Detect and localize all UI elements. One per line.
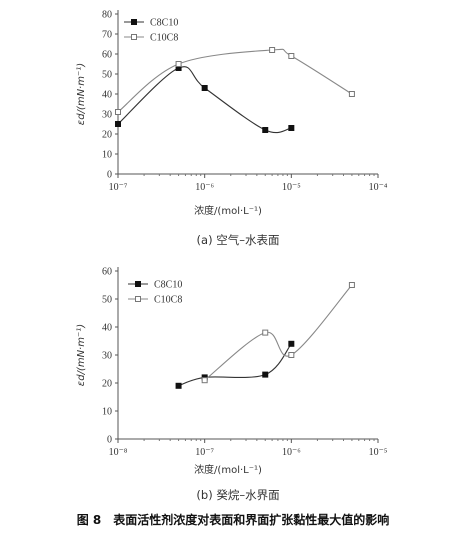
legend-label: C8C10 xyxy=(150,18,178,29)
data-point-c8c10 xyxy=(288,340,295,347)
data-point-c8c10 xyxy=(115,121,121,127)
x-axis-label: 浓度/(mol·L⁻¹) xyxy=(194,463,262,476)
y-tick-label: 0 xyxy=(107,170,112,181)
y-axis-label: εd/(mN·m⁻¹) xyxy=(76,324,87,386)
x-tick-label: 10⁻⁷ xyxy=(109,182,128,193)
legend-label: C10C8 xyxy=(150,33,178,44)
series-line-c10c8 xyxy=(117,48,353,113)
subplot-caption: (a) 空气–水表面 xyxy=(197,233,280,247)
y-tick-label: 40 xyxy=(102,90,112,101)
legend-marker xyxy=(131,34,137,40)
data-point-c10c8 xyxy=(175,61,182,67)
x-tick-label: 10⁻⁵ xyxy=(282,182,301,193)
y-tick-label: 20 xyxy=(102,379,112,390)
legend: C8C10 C10C8 xyxy=(128,280,182,306)
data-point-c8c10 xyxy=(262,127,269,133)
data-point-c10c8 xyxy=(348,91,355,97)
x-tick-label: 10⁻⁸ xyxy=(109,447,128,458)
data-point-c10c8 xyxy=(348,282,355,288)
data-point-c10c8 xyxy=(201,377,208,384)
y-tick-label: 40 xyxy=(102,323,112,334)
y-tick-label: 10 xyxy=(102,150,112,161)
x-tick-label: 10⁻⁷ xyxy=(195,447,214,458)
series-c10c8 xyxy=(201,282,355,384)
series-c8c10 xyxy=(175,340,295,389)
y-axis-label: εd/(mN·m⁻¹) xyxy=(76,63,87,125)
series-c10c8 xyxy=(115,47,355,115)
data-point-c8c10 xyxy=(201,85,208,91)
data-point-c8c10 xyxy=(262,371,269,378)
legend: C8C10 C10C8 xyxy=(124,18,178,44)
x-axis-label: 浓度/(mol·L⁻¹) xyxy=(194,204,262,217)
y-tick-label: 70 xyxy=(102,30,112,41)
legend-marker xyxy=(135,281,141,287)
data-point-c8c10 xyxy=(288,125,295,131)
x-tick-label: 10⁻⁶ xyxy=(195,182,214,193)
series-line-c10c8 xyxy=(204,284,353,381)
data-point-c8c10 xyxy=(175,382,182,389)
y-tick-label: 60 xyxy=(102,267,112,278)
y-tick-label: 10 xyxy=(102,407,112,418)
y-tick-label: 30 xyxy=(102,351,112,362)
y-tick-label: 50 xyxy=(102,295,112,306)
figure-caption: 图 8 表面活性剂浓度对表面和界面扩张黏性最大值的影响 xyxy=(77,512,390,527)
chart-1: 0 10 20 30 40 50 60 70 80 10⁻⁷ 10⁻⁶ 10⁻⁵ 10⁻⁴ 浓度/(mol… xyxy=(76,10,388,248)
data-point-c10c8 xyxy=(269,47,276,53)
series-line-c8c10 xyxy=(117,66,292,134)
x-tick-label: 10⁻⁵ xyxy=(369,447,388,458)
y-tick-label: 80 xyxy=(102,10,112,21)
y-tick-label: 30 xyxy=(102,110,112,121)
subplot-caption: (b) 癸烷–水界面 xyxy=(196,488,279,502)
data-point-c10c8 xyxy=(115,109,121,115)
y-tick-label: 60 xyxy=(102,50,112,61)
data-point-c10c8 xyxy=(288,53,295,59)
series-line-c8c10 xyxy=(178,343,292,387)
x-tick-label: 10⁻⁴ xyxy=(369,182,388,193)
y-tick-label: 0 xyxy=(107,435,112,446)
y-tick-label: 50 xyxy=(102,70,112,81)
x-tick-label: 10⁻⁶ xyxy=(282,447,301,458)
legend-marker xyxy=(131,19,137,25)
data-point-c10c8 xyxy=(288,352,295,358)
data-point-c10c8 xyxy=(262,329,269,336)
chart-2: 0 10 20 30 40 50 60 10⁻⁸ 10⁻⁷ 10⁻⁶ 10⁻⁵ 浓度/(mol·L⁻¹… xyxy=(76,267,387,503)
series-c8c10 xyxy=(115,65,295,134)
legend-label: C8C10 xyxy=(154,280,182,291)
legend-marker xyxy=(135,296,141,302)
legend-label: C10C8 xyxy=(154,295,182,306)
y-tick-label: 20 xyxy=(102,130,112,141)
